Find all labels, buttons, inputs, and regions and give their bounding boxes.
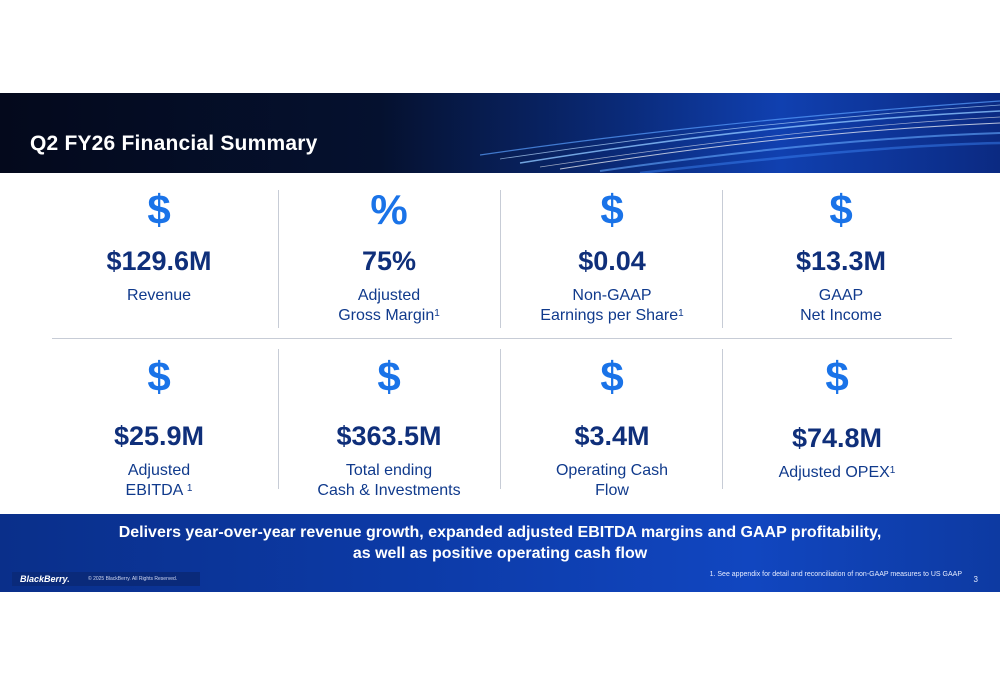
logo-bar: BlackBerry. © 2025 BlackBerry. All Right…: [12, 572, 200, 586]
slide-title: Q2 FY26 Financial Summary: [30, 132, 318, 155]
metric-label: Revenue: [126, 287, 192, 304]
footnote: 1. See appendix for detail and reconcili…: [709, 571, 962, 578]
metric-label: GAAP Net Income: [800, 287, 882, 324]
metric-label: Adjusted Gross Margin1: [338, 287, 440, 324]
light-streaks-graphic: [480, 100, 1000, 173]
metric-cash-and-investments: $ $363.5M Total ending Cash & Investment…: [278, 355, 500, 501]
title-banner: Q2 FY26 Financial Summary: [0, 93, 1000, 173]
percent-icon: %: [370, 186, 408, 233]
dollar-icon: $: [829, 186, 853, 233]
metric-label: Operating Cash Flow: [555, 462, 669, 499]
summary-message: Delivers year-over-year revenue growth, …: [118, 524, 882, 562]
dollar-icon: $: [600, 353, 624, 400]
metric-value: $74.8M: [791, 423, 883, 453]
metric-gaap-net-income: $ $13.3M GAAP Net Income: [730, 188, 952, 326]
metric-non-gaap-eps: $ $0.04 Non-GAAP Earnings per Share1: [501, 188, 723, 326]
dollar-icon: $: [600, 186, 624, 233]
metric-value: $129.6M: [106, 246, 212, 276]
dollar-icon: $: [825, 353, 849, 400]
dollar-icon: $: [147, 186, 171, 233]
metric-label: Adjusted EBITDA 1: [125, 462, 193, 499]
metric-adjusted-gross-margin: % 75% Adjusted Gross Margin1: [278, 188, 500, 326]
dollar-icon: $: [147, 353, 171, 400]
metric-value: $13.3M: [795, 246, 887, 276]
copyright-text: © 2025 BlackBerry. All Rights Reserved.: [88, 576, 178, 582]
metric-value: $363.5M: [336, 421, 442, 451]
metric-label: Total ending Cash & Investments: [317, 462, 461, 499]
metric-operating-cash-flow: $ $3.4M Operating Cash Flow: [501, 355, 723, 501]
metric-revenue: $ $129.6M Revenue: [48, 188, 270, 306]
dollar-icon: $: [377, 353, 401, 400]
metric-value: 75%: [361, 246, 417, 276]
metric-value: $25.9M: [113, 421, 205, 451]
metric-value: $3.4M: [574, 421, 650, 451]
divider: [722, 190, 723, 328]
divider: [278, 190, 279, 328]
metric-adjusted-opex: $ $74.8M Adjusted OPEX1: [726, 355, 948, 483]
page-number: 3: [973, 575, 978, 584]
divider: [722, 349, 723, 489]
metric-adjusted-ebitda: $ $25.9M Adjusted EBITDA 1: [48, 355, 270, 501]
slide: Q2 FY26 Financial Summary $ $129.6M Reve…: [0, 93, 1000, 592]
divider: [278, 349, 279, 489]
row-divider: [52, 338, 952, 339]
metric-label: Adjusted OPEX1: [778, 464, 896, 481]
metric-value: $0.04: [578, 246, 646, 276]
metric-label: Non-GAAP Earnings per Share1: [540, 287, 684, 324]
divider: [500, 349, 501, 489]
footer-banner: Delivers year-over-year revenue growth, …: [0, 514, 1000, 592]
divider: [500, 190, 501, 328]
blackberry-logo: BlackBerry.: [20, 574, 70, 584]
